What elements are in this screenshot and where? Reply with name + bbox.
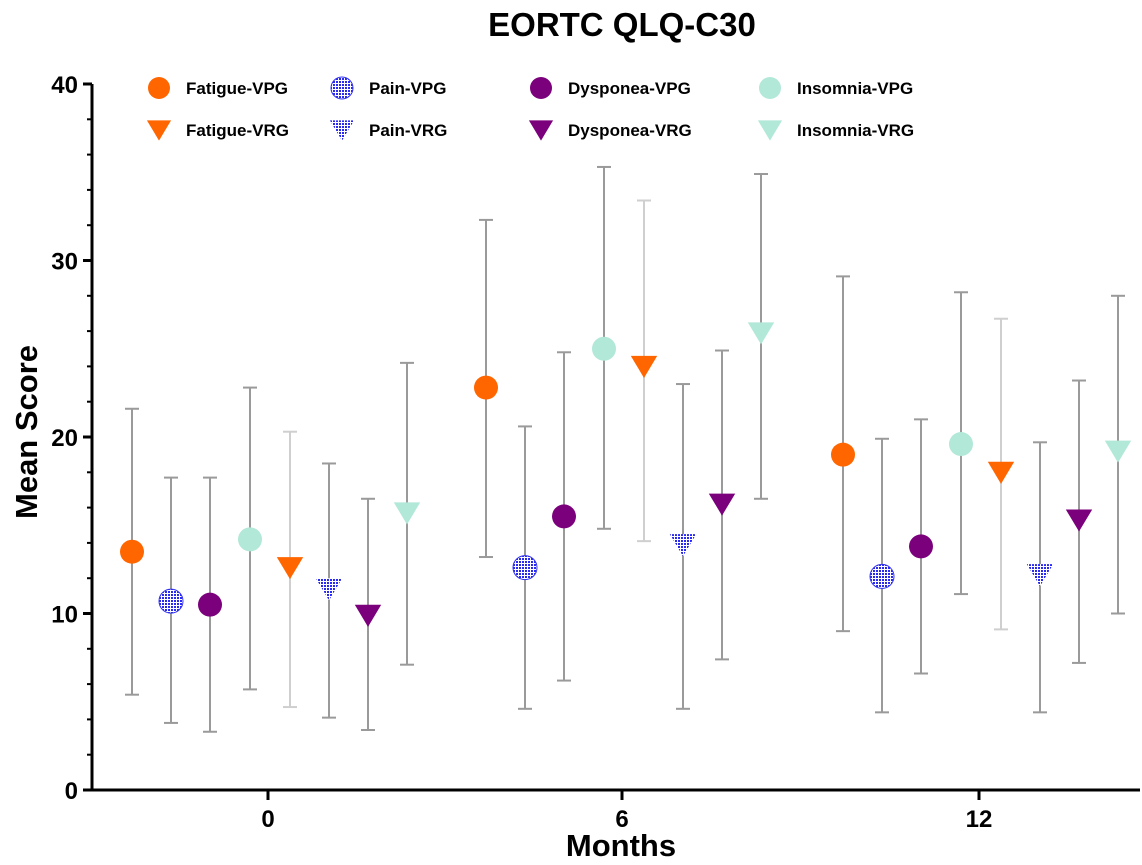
data-point	[276, 557, 304, 580]
y-axis-title: Mean Score	[9, 345, 44, 519]
y-axis-ticks: 0 10 20 30 40	[51, 72, 92, 805]
data-point	[708, 493, 736, 516]
legend-marker	[757, 120, 783, 141]
plot-area	[120, 165, 1132, 733]
data-point	[831, 442, 855, 467]
y-tick-label: 40	[51, 72, 78, 99]
data-point	[315, 578, 343, 601]
data-point	[474, 375, 498, 400]
x-tick-label: 12	[966, 806, 993, 833]
data-point	[120, 539, 144, 564]
data-point	[198, 592, 222, 617]
legend-item: Dysponea-VRG	[528, 120, 692, 141]
legend-label: Fatigue-VPG	[186, 79, 288, 98]
series-insomnia-vpg	[238, 165, 973, 691]
data-point	[1104, 440, 1132, 463]
data-point	[512, 555, 538, 581]
data-point	[354, 604, 382, 627]
legend-item: Dysponea-VPG	[530, 77, 691, 99]
y-tick-label: 30	[51, 249, 78, 276]
series-dysponea-vpg	[198, 351, 933, 733]
data-point	[1026, 564, 1054, 587]
data-point	[158, 588, 184, 614]
data-point	[949, 432, 973, 457]
legend-marker	[329, 120, 355, 141]
chart-title: EORTC QLQ-C30	[488, 6, 756, 43]
legend-item: Insomnia-VRG	[757, 120, 914, 141]
legend-label: Fatigue-VRG	[186, 121, 289, 140]
data-point	[552, 504, 576, 529]
x-tick-label: 0	[261, 806, 274, 833]
data-point	[869, 563, 895, 589]
y-tick-label: 0	[65, 778, 78, 805]
x-axis-title: Months	[566, 828, 676, 863]
x-axis-ticks: 0 6 12	[261, 790, 992, 833]
legend: Fatigue-VPG Pain-VPG Dysponea-VPG Insomnia-…	[146, 76, 914, 141]
data-point	[393, 502, 421, 525]
data-point	[747, 322, 775, 345]
legend-marker	[759, 77, 781, 99]
x-tick-label: 6	[615, 806, 628, 833]
data-point	[987, 461, 1015, 484]
legend-label: Pain-VRG	[369, 121, 447, 140]
legend-marker	[528, 120, 554, 141]
data-point	[592, 336, 616, 361]
legend-item: Insomnia-VPG	[759, 77, 913, 99]
legend-label: Dysponea-VPG	[568, 79, 691, 98]
data-point	[238, 527, 262, 552]
series-pain-vrg	[315, 383, 1054, 719]
legend-marker	[530, 77, 552, 99]
legend-item: Fatigue-VRG	[146, 120, 289, 141]
series-pain-vpg	[158, 425, 895, 724]
data-point	[630, 355, 658, 378]
legend-item: Pain-VRG	[329, 120, 447, 141]
series-fatigue-vpg	[120, 218, 855, 696]
legend-item: Pain-VPG	[330, 76, 446, 100]
data-point	[669, 534, 697, 557]
legend-item: Fatigue-VPG	[148, 77, 288, 99]
y-tick-label: 10	[51, 602, 78, 629]
legend-label: Insomnia-VRG	[797, 121, 914, 140]
data-point	[909, 534, 933, 559]
legend-label: Pain-VPG	[369, 79, 446, 98]
series-insomnia-vrg	[393, 173, 1132, 666]
legend-marker	[146, 120, 172, 141]
series-fatigue-vrg	[276, 199, 1015, 709]
legend-marker	[148, 77, 170, 99]
series-dysponea-vrg	[354, 349, 1093, 731]
data-point	[1065, 509, 1093, 532]
legend-marker	[330, 76, 354, 100]
legend-label: Insomnia-VPG	[797, 79, 913, 98]
y-tick-label: 20	[51, 425, 78, 452]
legend-label: Dysponea-VRG	[568, 121, 692, 140]
